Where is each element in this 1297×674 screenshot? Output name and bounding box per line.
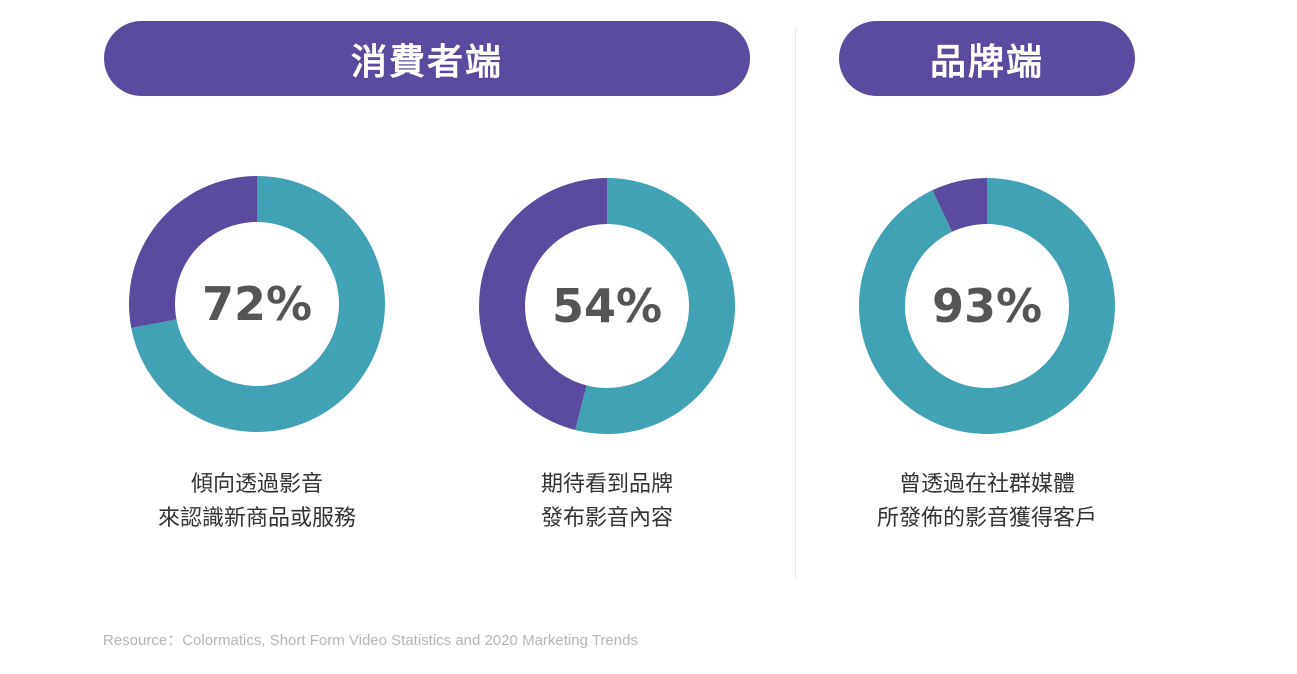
donut-3-slice-2 [932,178,987,232]
donut-chart-2: 54% [477,176,737,436]
donut-1-caption-line-2: 來認識新商品或服務 [157,506,356,531]
donut-1-caption-line-1: 傾向透過影音 [190,472,323,497]
donut-2-slice-1 [575,178,735,435]
donut-3-slice-1 [859,178,1115,434]
donut-3-caption: 曾透過在社群媒體 所發佈的影音獲得客戶 [837,468,1137,536]
donut-2-caption-line-2: 發布影音內容 [540,506,673,531]
donut-3-caption-line-2: 所發佈的影音獲得客戶 [876,506,1097,531]
brand-header: 品牌端 [839,21,1135,96]
section-divider [795,28,796,578]
donut-chart-3: 93% [857,176,1117,436]
donut-1-slice-2 [129,176,257,328]
source-citation: Resource：Colormatics, Short Form Video S… [103,632,638,649]
donut-3-caption-line-1: 曾透過在社群媒體 [898,472,1075,497]
donut-1-caption: 傾向透過影音 來認識新商品或服務 [107,468,407,536]
consumer-header: 消費者端 [104,21,750,96]
donut-2-percent-label: 54% [551,279,663,333]
donut-chart-1: 72% [127,174,387,434]
donut-2-caption-line-1: 期待看到品牌 [540,472,673,497]
donut-2-slice-2 [479,178,607,430]
donut-1-slice-1 [131,176,385,432]
donut-3-percent-label: 93% [931,279,1043,333]
donut-1-percent-label: 72% [201,277,313,331]
donut-2-caption: 期待看到品牌 發布影音內容 [457,468,757,536]
